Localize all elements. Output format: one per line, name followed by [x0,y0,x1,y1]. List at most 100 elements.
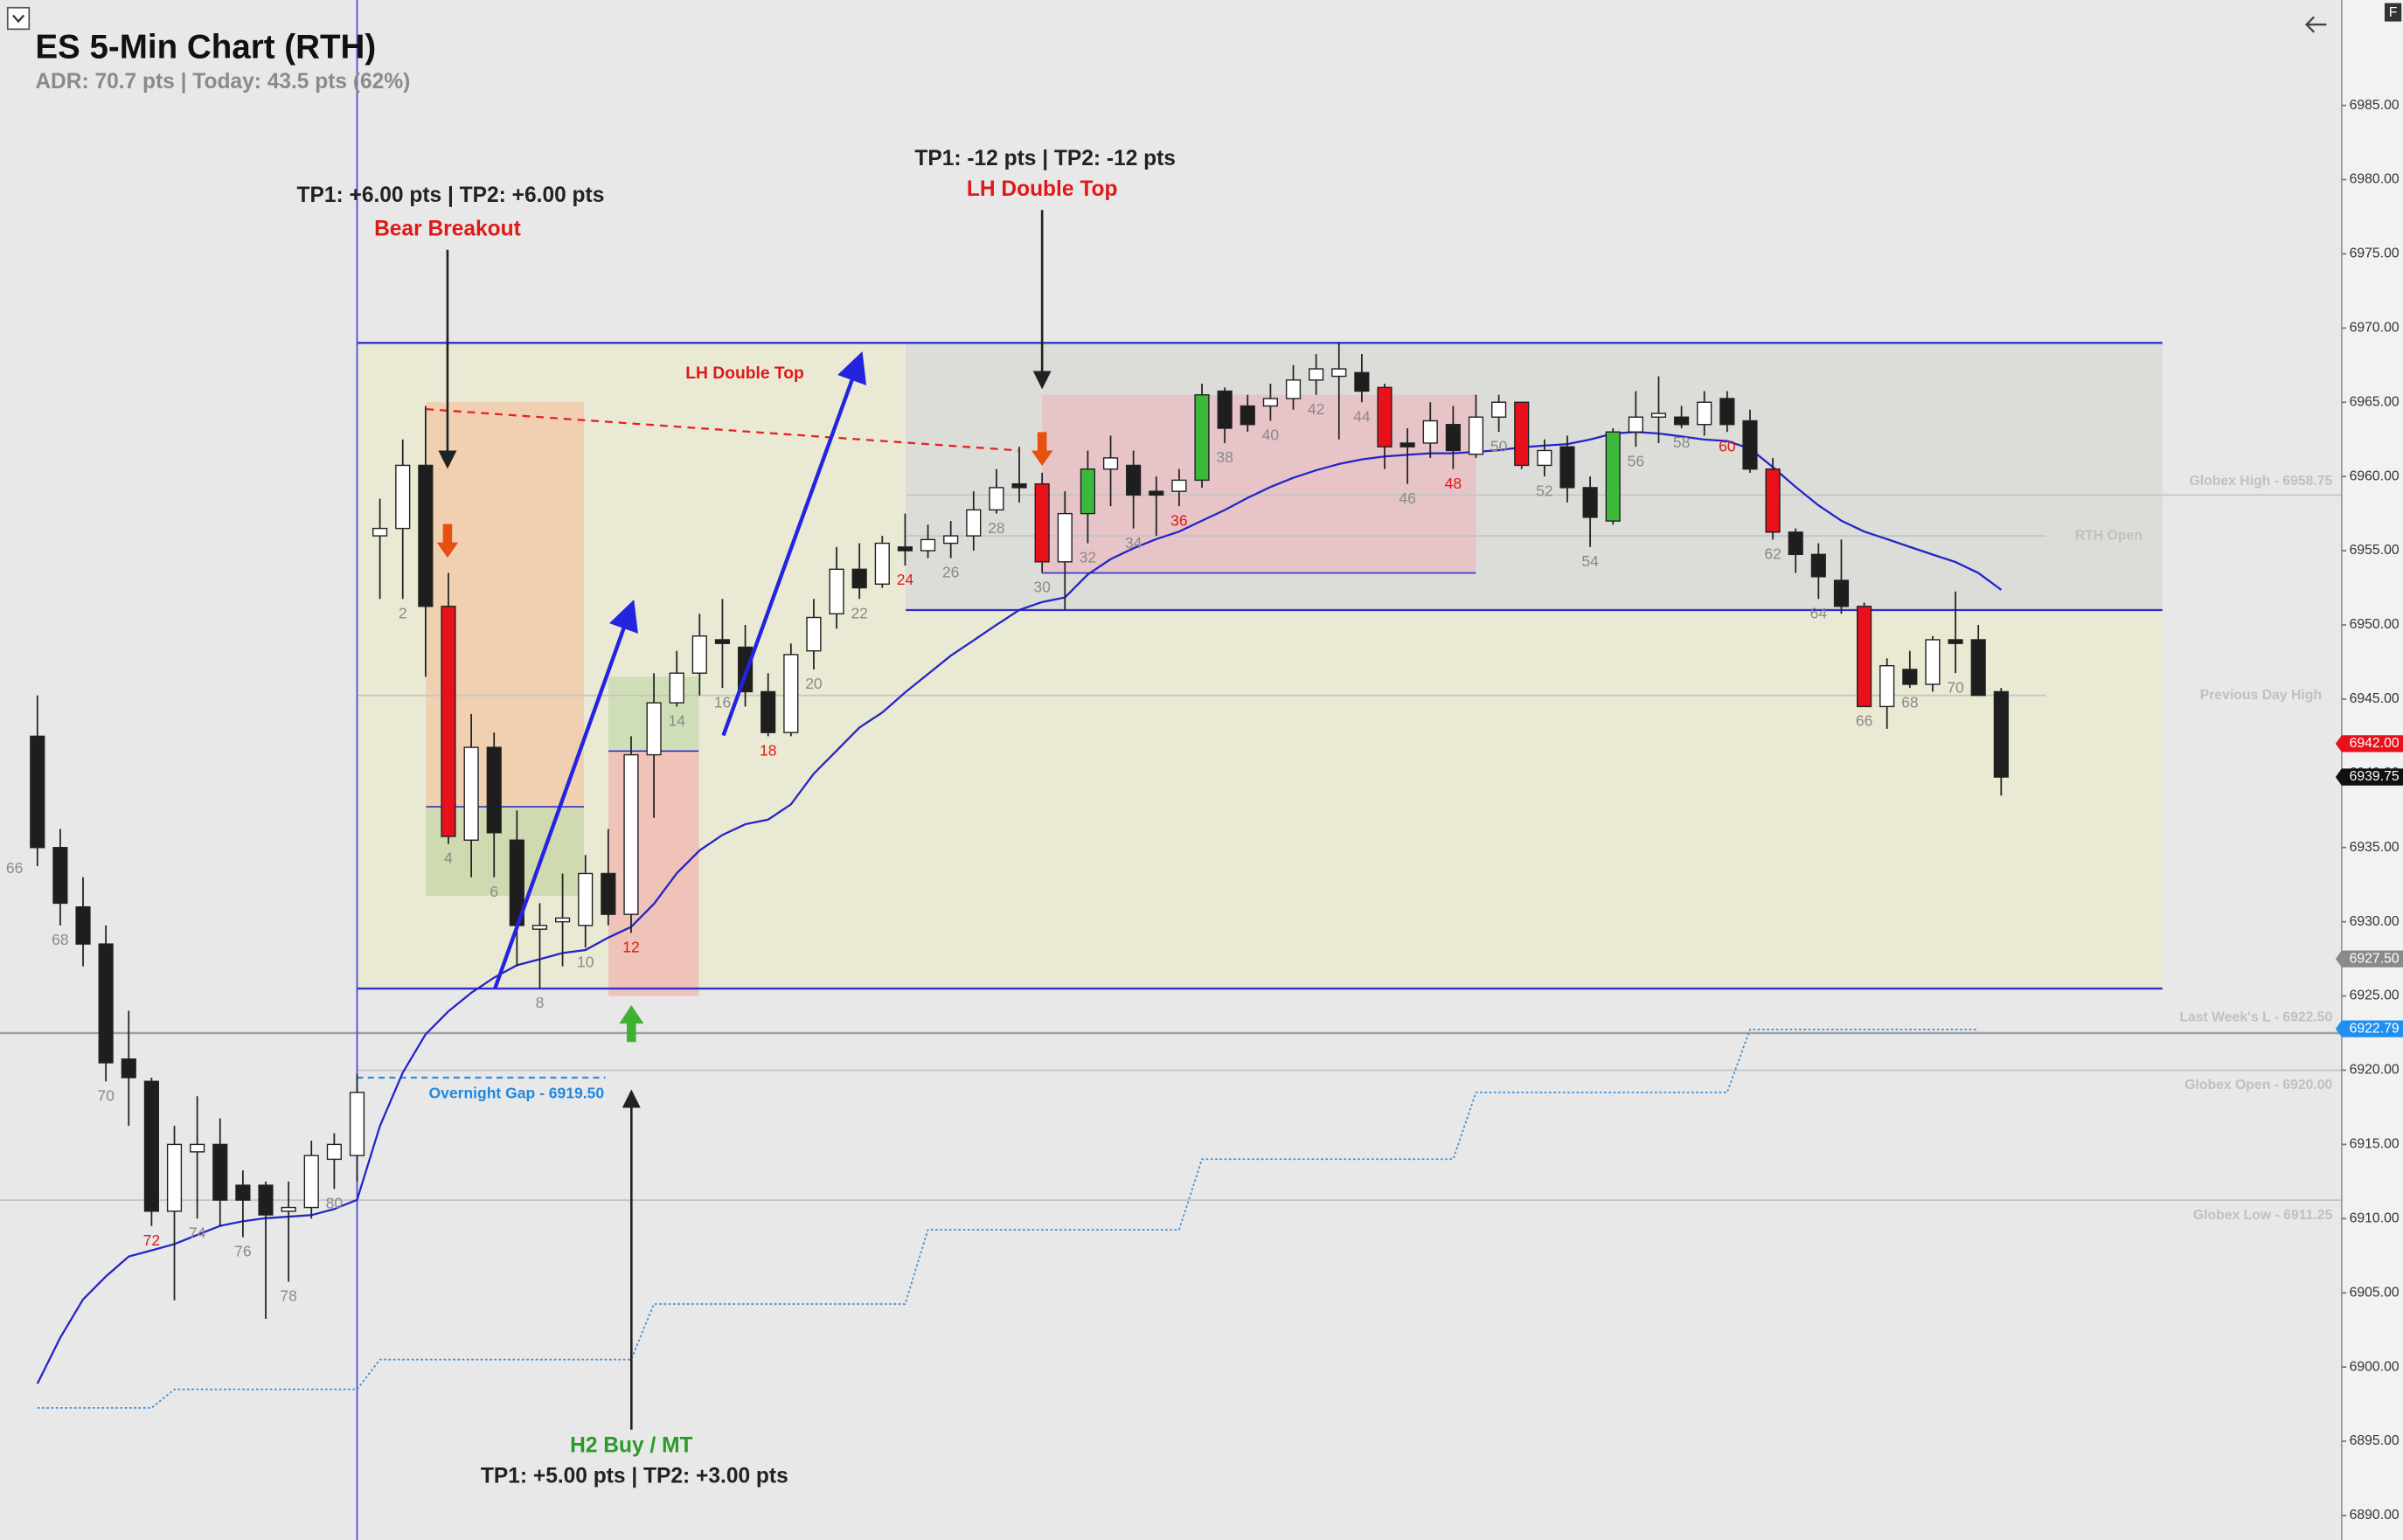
candle-body [1354,371,1370,392]
candle-body [578,872,594,926]
candle-body [1559,446,1575,489]
bar-number: 36 [1170,511,1187,529]
candle-body [1102,457,1119,470]
bar-number: 70 [1947,678,1964,696]
candle-body [1650,413,1667,418]
bar-number: 70 [97,1086,115,1104]
level-label: Previous Day High [2200,688,2322,703]
candle-body [1080,468,1096,515]
candle-body [30,735,45,849]
candle-body [75,905,91,945]
annotation: LH Double Top [967,177,1118,201]
back-icon [2304,16,2316,33]
candle-body [1537,449,1552,467]
candle-body [1719,398,1735,426]
back-button[interactable] [2304,16,2327,33]
candle-body [1605,431,1621,522]
candle-body [531,925,548,930]
y-tick-label: 6985.00 [2350,98,2400,113]
annotation: LH Double Top [685,364,804,383]
bar-number: 26 [942,564,959,581]
trend-arrow [493,600,638,989]
candle-body [874,542,890,585]
bar-number: 6 [490,883,498,900]
y-tick-label: 6900.00 [2350,1359,2400,1374]
candle-body [1993,690,2009,778]
candle-body [1331,368,1347,378]
bar-number: 24 [897,571,914,588]
candle-body [1810,553,1826,578]
price-tag-label: 6939.75 [2350,769,2400,784]
y-tick-label: 6960.00 [2350,468,2400,483]
candle-body [1674,416,1690,426]
menu-toggle[interactable] [6,6,31,31]
bar-number: 2 [399,604,407,621]
candle-body [783,654,799,733]
candle-body [281,1206,296,1212]
annotation: H2 Buy / MT [570,1434,692,1458]
price-tag [2335,950,2403,968]
candle-body [1034,482,1050,563]
candle-body [1309,368,1324,381]
candle-body [1925,639,1941,685]
bar-number: 8 [536,994,545,1011]
candle-body [463,746,479,841]
corner-label: F [2389,5,2398,20]
candle-body [601,872,616,915]
candle-body [303,1155,319,1209]
candle-body [851,568,867,589]
level-label: Globex Open - 6920.00 [2184,1078,2332,1093]
candle-body [212,1143,228,1201]
y-tick-label: 6965.00 [2350,394,2400,409]
bar-number: 58 [1673,434,1690,451]
level-label: Globex High - 6958.75 [2189,474,2332,489]
candle-body [1285,379,1302,399]
candle-body [190,1143,205,1153]
y-tick-label: 6920.00 [2350,1063,2400,1078]
bar-number: 54 [1581,552,1599,570]
bar-number: 22 [851,604,867,621]
candle-body [1765,468,1781,533]
level-label: RTH Open [2075,528,2143,543]
levels: Globex High - 6958.75 RTH Open Previous Da… [0,474,2342,1223]
bar-number: 60 [1719,437,1736,454]
bar-number: 32 [1080,549,1096,566]
bar-number: 62 [1764,545,1781,563]
bar-number: 14 [668,712,685,730]
candle-body [691,635,707,674]
candle-body [1149,490,1164,496]
bar-number: 42 [1308,400,1324,418]
candle-body [143,1080,159,1212]
candle-body [1970,639,1986,697]
bar-number: 76 [234,1243,251,1260]
candle-body [1742,420,1758,470]
y-tick-label: 6905.00 [2350,1285,2400,1300]
y-tick-label: 6910.00 [2350,1210,2400,1225]
bar-number: 16 [714,693,731,711]
candle-body [966,509,982,537]
bar-number: 80 [326,1194,344,1211]
bar-number: 18 [760,742,776,760]
bar-number: 56 [1628,452,1644,469]
menu-icon [12,14,25,24]
candle-body [1262,398,1278,407]
annotation: Overnight Gap - 6919.50 [429,1084,605,1101]
zones [357,342,2163,1079]
candle-body [1011,482,1027,489]
candle-body [326,1143,342,1161]
candle-body [829,568,844,614]
y-tick-label: 6955.00 [2350,543,2400,558]
bar-number: 68 [1901,693,1918,711]
bar-number: 78 [280,1287,296,1305]
annotation: TP1: +6.00 pts | TP2: +6.00 pts [297,184,605,207]
candle-body [166,1143,183,1212]
candle-body [1445,424,1461,452]
ema [36,431,2002,1384]
y-tick-label: 6890.00 [2350,1508,2400,1523]
bar-number: 30 [1033,579,1051,596]
zone [1042,394,1476,573]
candle-body [1422,420,1438,444]
bar-number: 34 [1125,534,1142,551]
price-tag [2335,735,2403,753]
